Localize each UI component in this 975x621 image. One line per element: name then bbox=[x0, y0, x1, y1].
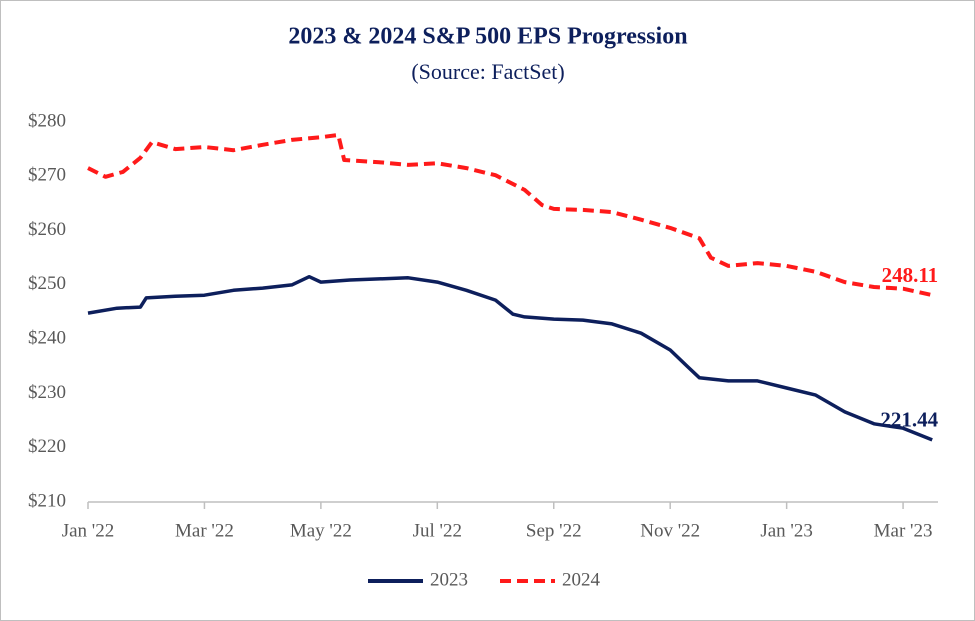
chart-title: 2023 & 2024 S&P 500 EPS Progression bbox=[288, 24, 687, 50]
x-tick-label: Jan '22 bbox=[62, 520, 115, 541]
line-series bbox=[87, 133, 933, 298]
y-tick-label: $270 bbox=[28, 165, 66, 186]
y-tick-label: $250 bbox=[28, 273, 66, 294]
legend-label: 2024 bbox=[562, 569, 601, 590]
legend-label: 2023 bbox=[430, 569, 468, 590]
line-series bbox=[87, 274, 933, 442]
y-tick-label: $210 bbox=[28, 490, 66, 511]
x-tick-label: Mar '23 bbox=[874, 520, 933, 541]
y-tick-label: $240 bbox=[28, 328, 66, 349]
x-tick-label: Nov '22 bbox=[640, 520, 700, 541]
x-tick-label: Jan '23 bbox=[760, 520, 813, 541]
y-tick-label: $280 bbox=[28, 110, 66, 131]
x-tick-label: Jul '22 bbox=[413, 520, 462, 541]
value-label: 248.11 bbox=[882, 263, 939, 287]
x-tick-label: Mar '22 bbox=[175, 520, 234, 541]
y-tick-label: $230 bbox=[28, 382, 66, 403]
chart-subtitle: (Source: FactSet) bbox=[411, 59, 564, 84]
y-tick-label: $220 bbox=[28, 436, 66, 457]
x-tick-label: Sep '22 bbox=[526, 520, 582, 541]
y-tick-label: $260 bbox=[28, 219, 66, 240]
x-tick-label: May '22 bbox=[290, 520, 352, 541]
value-label: 221.44 bbox=[880, 408, 938, 432]
